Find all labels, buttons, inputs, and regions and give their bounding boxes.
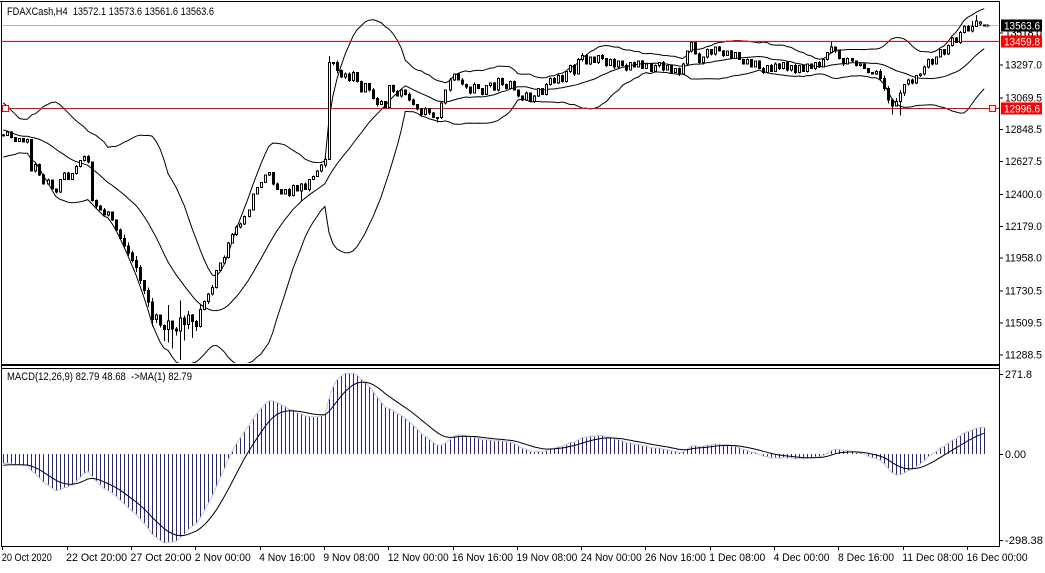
svg-text:16 Nov 16:00: 16 Nov 16:00 — [452, 552, 513, 564]
svg-text:9 Nov 08:00: 9 Nov 08:00 — [323, 552, 379, 564]
svg-text:MACD(12,26,9) 82.79 48.68 ->M: MACD(12,26,9) 82.79 48.68 ->MA(1) 82.79 — [7, 371, 192, 383]
svg-text:4 Nov 16:00: 4 Nov 16:00 — [259, 552, 315, 564]
svg-text:12400.0: 12400.0 — [1005, 189, 1042, 201]
svg-text:-298.38: -298.38 — [1005, 535, 1043, 547]
svg-text:12627.5: 12627.5 — [1005, 156, 1042, 168]
svg-text:11958.0: 11958.0 — [1005, 253, 1042, 265]
svg-text:4 Dec 00:00: 4 Dec 00:00 — [774, 552, 830, 564]
svg-text:11288.5: 11288.5 — [1005, 349, 1042, 361]
svg-text:12 Nov 00:00: 12 Nov 00:00 — [388, 552, 449, 564]
svg-text:12996.6: 12996.6 — [1004, 104, 1040, 116]
svg-text:13459.8: 13459.8 — [1004, 37, 1040, 49]
svg-text:20 Oct 2020: 20 Oct 2020 — [2, 552, 52, 564]
svg-text:12848.5: 12848.5 — [1005, 124, 1042, 136]
svg-text:27 Oct 20:00: 27 Oct 20:00 — [130, 552, 191, 564]
svg-text:11730.5: 11730.5 — [1005, 286, 1042, 298]
svg-text:8 Dec 16:00: 8 Dec 16:00 — [838, 552, 894, 564]
svg-text:13069.5: 13069.5 — [1005, 92, 1042, 104]
svg-text:2 Nov 00:00: 2 Nov 00:00 — [195, 552, 251, 564]
svg-text:13297.0: 13297.0 — [1005, 60, 1042, 72]
svg-text:22 Oct 20:00: 22 Oct 20:00 — [66, 552, 127, 564]
svg-text:FDAXCash,H4 13572.1 13573.6 1: FDAXCash,H4 13572.1 13573.6 13561.6 1356… — [7, 6, 214, 18]
svg-text:24 Nov 00:00: 24 Nov 00:00 — [581, 552, 642, 564]
svg-text:11 Dec 08:00: 11 Dec 08:00 — [902, 552, 963, 564]
svg-text:11509.5: 11509.5 — [1005, 317, 1042, 329]
svg-text:271.8: 271.8 — [1005, 369, 1032, 381]
svg-text:26 Nov 16:00: 26 Nov 16:00 — [645, 552, 706, 564]
svg-text:16 Dec 00:00: 16 Dec 00:00 — [967, 552, 1028, 564]
svg-text:13563.6: 13563.6 — [1004, 21, 1040, 33]
svg-text:19 Nov 08:00: 19 Nov 08:00 — [516, 552, 577, 564]
svg-text:1 Dec 08:00: 1 Dec 08:00 — [709, 552, 765, 564]
svg-text:12179.0: 12179.0 — [1005, 221, 1042, 233]
svg-text:0.00: 0.00 — [1005, 449, 1026, 461]
